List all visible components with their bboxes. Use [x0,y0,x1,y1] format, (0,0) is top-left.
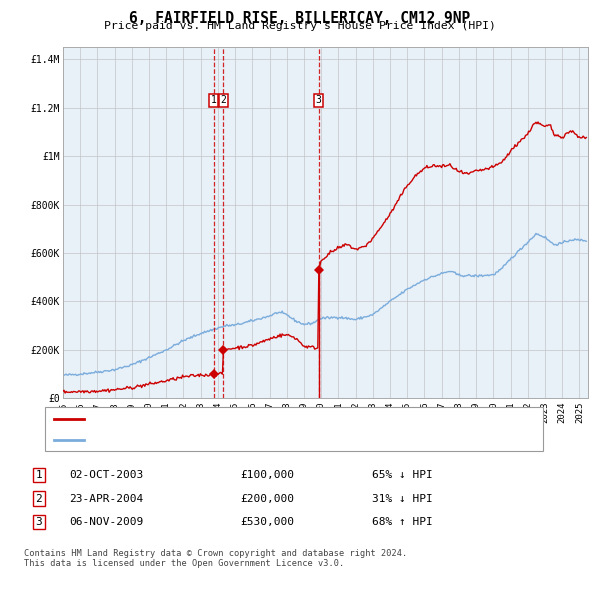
Text: 23-APR-2004: 23-APR-2004 [69,494,143,503]
Text: £100,000: £100,000 [240,470,294,480]
Text: 02-OCT-2003: 02-OCT-2003 [69,470,143,480]
Text: 1: 1 [211,96,217,106]
Text: Contains HM Land Registry data © Crown copyright and database right 2024.: Contains HM Land Registry data © Crown c… [24,549,407,558]
Text: £530,000: £530,000 [240,517,294,527]
Text: 3: 3 [35,517,43,527]
Text: 2: 2 [35,494,43,503]
Text: 65% ↓ HPI: 65% ↓ HPI [372,470,433,480]
Text: 31% ↓ HPI: 31% ↓ HPI [372,494,433,503]
Text: This data is licensed under the Open Government Licence v3.0.: This data is licensed under the Open Gov… [24,559,344,568]
Text: 3: 3 [316,96,322,106]
Text: 06-NOV-2009: 06-NOV-2009 [69,517,143,527]
Text: HPI: Average price, detached house, Basildon: HPI: Average price, detached house, Basi… [88,435,352,445]
Text: 68% ↑ HPI: 68% ↑ HPI [372,517,433,527]
Text: Price paid vs. HM Land Registry's House Price Index (HPI): Price paid vs. HM Land Registry's House … [104,21,496,31]
Text: 6, FAIRFIELD RISE, BILLERICAY, CM12 9NP (detached house): 6, FAIRFIELD RISE, BILLERICAY, CM12 9NP … [88,415,424,424]
Text: £200,000: £200,000 [240,494,294,503]
Text: 6, FAIRFIELD RISE, BILLERICAY, CM12 9NP: 6, FAIRFIELD RISE, BILLERICAY, CM12 9NP [130,11,470,25]
Text: 2: 2 [220,96,226,106]
Text: 1: 1 [35,470,43,480]
